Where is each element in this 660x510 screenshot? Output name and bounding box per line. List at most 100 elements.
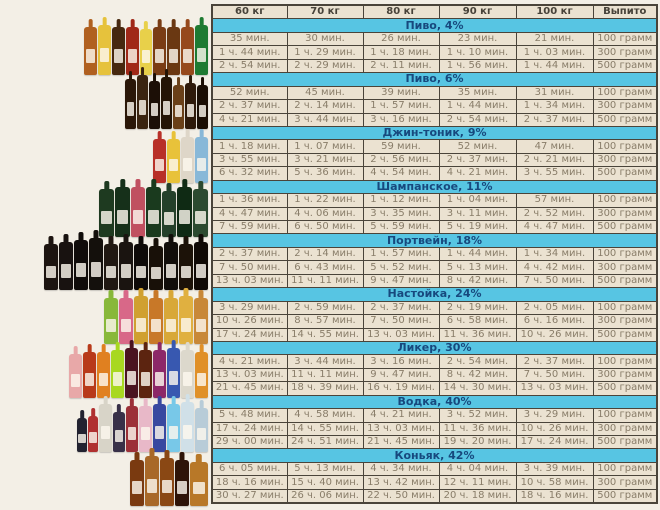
liqueur-bottle-icon <box>181 350 194 399</box>
table-row: 35 мин. 30 мин. 26 мин. 23 мин. 21 мин. 100 г… <box>211 31 658 47</box>
beer-6-bottle-icon <box>173 84 184 129</box>
table-row: 13 ч. 03 мин. 11 ч. 11 мин. 9 ч. 47 мин. 8 … <box>211 367 658 383</box>
time-cell: 35 мин. <box>211 31 288 47</box>
table-row: 3 ч. 29 мин. 2 ч. 59 мин. 2 ч. 37 мин. 2 ч.… <box>211 300 658 316</box>
time-cell: 26 ч. 06 мин. <box>286 488 364 504</box>
time-cell: 2 ч. 05 мин. <box>515 300 594 316</box>
time-cell: 4 ч. 47 мин. <box>515 219 594 235</box>
liqueur-bottle-icon <box>111 350 124 399</box>
section-row: Водка, 40% <box>211 394 658 410</box>
time-cell: 3 ч. 55 мин. <box>515 166 594 181</box>
port-wine-bottle-icon <box>194 242 208 291</box>
time-cell: 18 ч. 16 мин. <box>515 488 594 504</box>
beer-4-bottle-icon <box>167 27 180 75</box>
time-cell: 11 ч. 36 мин. <box>438 327 517 342</box>
time-cell: 3 ч. 52 мин. <box>438 408 517 423</box>
time-cell: 2 ч. 56 мин. <box>362 152 440 168</box>
time-cell: 13 ч. 03 мин. <box>362 327 440 342</box>
liqueur-bottle-icon <box>153 350 166 399</box>
table-row: 2 ч. 37 мин. 2 ч. 14 мин. 1 ч. 57 мин. 1 ч.… <box>211 246 658 262</box>
bottle-group-vodka <box>76 398 208 452</box>
beer-6-bottle-icon <box>149 80 160 129</box>
time-cell: 15 ч. 40 мин. <box>286 475 364 490</box>
time-cell: 59 мин. <box>362 139 440 154</box>
cognac-bottle-icon <box>175 459 189 506</box>
amount-cell: 500 грамм <box>592 381 658 396</box>
time-cell: 11 ч. 11 мин. <box>286 273 364 289</box>
amount-cell: 100 грамм <box>592 408 658 423</box>
time-cell: 4 ч. 47 мин. <box>211 206 288 222</box>
cognac-bottle-icon <box>145 455 159 506</box>
time-cell: 10 ч. 26 мин. <box>515 421 594 437</box>
time-cell: 47 мин. <box>515 139 594 154</box>
beer-6-bottle-icon <box>185 82 196 129</box>
column-header: 100 кг <box>515 4 594 20</box>
amount-cell: 100 грамм <box>592 139 658 154</box>
liqueur-bottle-icon <box>69 354 82 399</box>
time-cell: 2 ч. 37 мин. <box>211 99 288 114</box>
time-cell: 1 ч. 34 мин. <box>515 246 594 262</box>
amount-cell: 100 грамм <box>592 85 658 101</box>
time-cell: 23 мин. <box>438 31 517 47</box>
time-cell: 7 ч. 59 мин. <box>211 219 288 235</box>
time-cell: 4 ч. 21 мин. <box>362 408 440 423</box>
column-header: 80 кг <box>362 4 440 20</box>
time-cell: 1 ч. 12 мин. <box>362 193 440 208</box>
champagne-bottle-icon <box>162 190 176 237</box>
time-cell: 1 ч. 04 мин. <box>438 193 517 208</box>
liqueur-bottle-icon <box>195 352 208 399</box>
drink-section-header: Настойка, 24% <box>211 287 658 302</box>
time-cell: 52 мин. <box>211 85 288 101</box>
time-cell: 3 ч. 11 мин. <box>438 206 517 222</box>
table-row: 2 ч. 54 мин. 2 ч. 29 мин. 2 ч. 11 мин. 1 ч.… <box>211 58 658 74</box>
time-cell: 57 мин. <box>515 193 594 208</box>
time-cell: 1 ч. 44 мин. <box>438 99 517 114</box>
port-wine-bottle-icon <box>89 238 103 291</box>
time-cell: 21 ч. 45 мин. <box>362 434 440 450</box>
time-cell: 2 ч. 14 мин. <box>286 246 364 262</box>
time-cell: 2 ч. 37 мин. <box>515 112 594 127</box>
amount-cell: 500 грамм <box>592 219 658 235</box>
time-cell: 1 ч. 10 мин. <box>438 45 517 60</box>
amount-cell: 100 грамм <box>592 300 658 316</box>
drink-section-header: Пиво, 6% <box>211 72 658 87</box>
time-cell: 2 ч. 54 мин. <box>211 58 288 74</box>
tincture-bottle-icon <box>149 298 163 345</box>
column-header: 90 кг <box>438 4 517 20</box>
table-row: 10 ч. 26 мин. 8 ч. 57 мин. 7 ч. 50 мин. 6 ч… <box>211 314 658 329</box>
section-row: Портвейн, 18% <box>211 233 658 248</box>
time-cell: 4 ч. 34 мин. <box>362 461 440 477</box>
time-cell: 29 ч. 00 мин. <box>211 434 288 450</box>
time-cell: 1 ч. 18 мин. <box>211 139 288 154</box>
amount-cell: 100 грамм <box>592 193 658 208</box>
time-cell: 3 ч. 16 мин. <box>362 112 440 127</box>
time-cell: 2 ч. 19 мин. <box>438 300 517 316</box>
beer-4-bottle-icon <box>126 27 139 75</box>
table-row: 21 ч. 45 мин. 18 ч. 39 мин. 16 ч. 19 мин. 1… <box>211 381 658 396</box>
amount-cell: 300 грамм <box>592 206 658 222</box>
time-cell: 3 ч. 35 мин. <box>362 206 440 222</box>
beer-6-bottle-icon <box>137 74 148 129</box>
amount-cell: 500 грамм <box>592 327 658 342</box>
time-cell: 2 ч. 37 мин. <box>438 152 517 168</box>
bottle-group-beer-4 <box>83 21 208 75</box>
time-cell: 6 ч. 05 мин. <box>211 461 288 477</box>
weight-header-row: 60 кг 70 кг 80 кг 90 кг 100 кг Выпито <box>211 4 658 20</box>
section-row: Джин-тоник, 9% <box>211 125 658 141</box>
amount-cell: 300 грамм <box>592 45 658 60</box>
bottle-group-tincture <box>103 290 208 345</box>
vodka-bottle-icon <box>181 401 194 452</box>
time-cell: 6 ч. 50 мин. <box>286 219 364 235</box>
time-cell: 2 ч. 52 мин. <box>515 206 594 222</box>
time-cell: 4 ч. 54 мин. <box>362 166 440 181</box>
champagne-bottle-icon <box>177 186 192 237</box>
vodka-bottle-icon <box>113 411 125 452</box>
amount-cell: 300 грамм <box>592 314 658 329</box>
time-cell: 1 ч. 57 мин. <box>362 99 440 114</box>
port-wine-bottle-icon <box>104 244 118 291</box>
drink-section-header: Портвейн, 18% <box>211 233 658 248</box>
time-cell: 1 ч. 36 мин. <box>211 193 288 208</box>
time-cell: 30 ч. 27 мин. <box>211 488 288 504</box>
table-row: 1 ч. 18 мин. 1 ч. 07 мин. 59 мин. 52 мин. 47… <box>211 139 658 154</box>
